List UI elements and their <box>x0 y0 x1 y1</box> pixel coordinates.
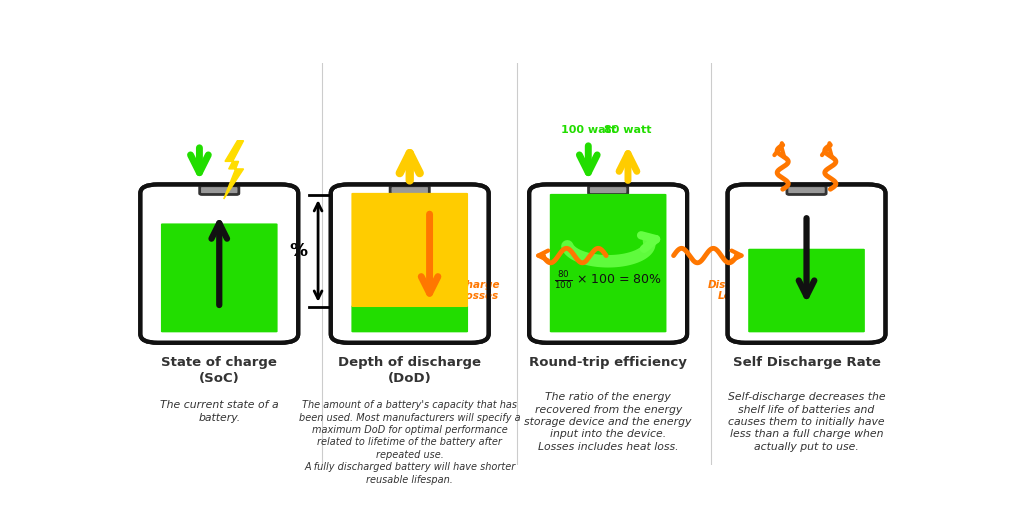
Text: State of charge
(SoC): State of charge (SoC) <box>162 356 278 385</box>
FancyBboxPatch shape <box>331 184 488 343</box>
Text: %: % <box>289 242 307 260</box>
Text: The ratio of the energy
recovered from the energy
storage device and the energy
: The ratio of the energy recovered from t… <box>524 392 692 452</box>
Text: 100 watt: 100 watt <box>561 125 615 135</box>
FancyBboxPatch shape <box>200 186 239 195</box>
FancyBboxPatch shape <box>140 184 298 343</box>
FancyBboxPatch shape <box>351 305 468 333</box>
Polygon shape <box>223 141 244 199</box>
FancyBboxPatch shape <box>529 184 687 343</box>
FancyBboxPatch shape <box>589 186 628 195</box>
Text: Self Discharge Rate: Self Discharge Rate <box>732 356 881 369</box>
FancyBboxPatch shape <box>351 193 468 307</box>
Text: $\frac{80}{100}$ $\times$ 100 = 80%: $\frac{80}{100}$ $\times$ 100 = 80% <box>554 269 663 291</box>
FancyBboxPatch shape <box>161 223 278 333</box>
Text: The current state of a
battery.: The current state of a battery. <box>160 400 279 423</box>
FancyBboxPatch shape <box>786 186 826 195</box>
Text: Self-discharge decreases the
shelf life of batteries and
causes them to initiall: Self-discharge decreases the shelf life … <box>728 392 886 452</box>
Text: Charge
Losses: Charge Losses <box>459 280 500 301</box>
Text: 80 watt: 80 watt <box>604 125 651 135</box>
FancyBboxPatch shape <box>749 249 865 333</box>
Text: Discharge
Losses: Discharge Losses <box>708 280 766 301</box>
FancyBboxPatch shape <box>728 184 886 343</box>
FancyBboxPatch shape <box>550 194 667 333</box>
Text: Depth of discharge
(DoD): Depth of discharge (DoD) <box>338 356 481 385</box>
Text: The amount of a battery's capacity that has
been used. Most manufacturers will s: The amount of a battery's capacity that … <box>299 400 520 484</box>
FancyBboxPatch shape <box>390 186 429 195</box>
Text: Round-trip efficiency: Round-trip efficiency <box>529 356 687 369</box>
